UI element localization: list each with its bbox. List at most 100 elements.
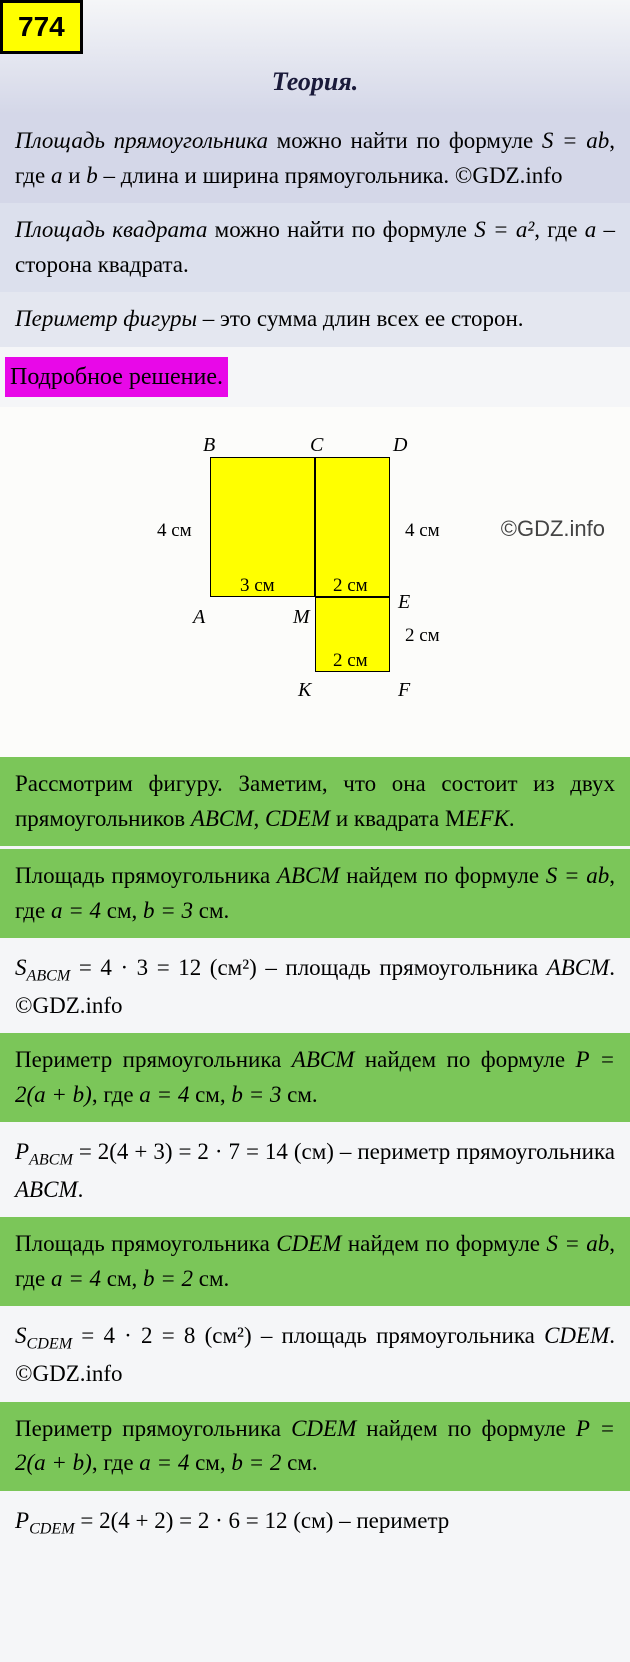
text: см, (101, 1266, 143, 1291)
math: S = ab (546, 863, 609, 888)
math: a = 4 (51, 1266, 101, 1291)
text: . (78, 1177, 84, 1202)
math: CDEM (544, 1323, 609, 1348)
math: b = 3 (231, 1082, 281, 1107)
math: a = 4 (51, 898, 101, 923)
text: см, (189, 1082, 231, 1107)
math: S (15, 955, 27, 980)
text: , где (92, 1082, 139, 1107)
solution-label-wrapper: Подробное решение. (0, 347, 630, 407)
dim-2cm-b: 2 см (405, 622, 440, 651)
math: P (15, 1508, 29, 1533)
text: = 4 · 3 = 12 (см²) – площадь прямоугольн… (70, 955, 546, 980)
term: Периметр фигуры (15, 306, 197, 331)
solution-block-7: SCDEM = 4 · 2 = 8 (см²) – площадь прямоу… (0, 1309, 630, 1401)
dim-4cm-right: 4 см (405, 517, 440, 546)
label-f: F (398, 675, 410, 705)
text: = 4 · 2 = 8 (см²) – площадь прямоугольни… (72, 1323, 544, 1348)
solution-block-2: Площадь прямоугольника ABCM найдем по фо… (0, 849, 630, 938)
theory-paragraph-2: Площадь квадрата можно найти по формуле … (0, 203, 630, 292)
subscript: CDEM (29, 1520, 75, 1537)
text: и (62, 163, 86, 188)
solution-block-9: PCDEM = 2(4 + 2) = 2 · 6 = 12 (см) – пер… (0, 1494, 630, 1552)
label-c: C (310, 430, 323, 460)
dim-2cm-c: 2 см (333, 647, 368, 676)
text: см. (193, 898, 229, 923)
text: можно найти по формуле (268, 128, 542, 153)
solution-label: Подробное решение. (5, 357, 228, 397)
formula: S = ab (542, 128, 609, 153)
solution-block-8: Периметр прямоугольника CDEM найдем по ф… (0, 1402, 630, 1491)
text: см, (189, 1450, 231, 1475)
label-k: K (298, 675, 311, 705)
text: – длина и ширина прямоугольника. ©GDZ.in… (98, 163, 563, 188)
math: ABCM (547, 955, 610, 980)
solution-block-6: Площадь прямоугольника CDEM найдем по фо… (0, 1217, 630, 1306)
math: ABCM (292, 1047, 355, 1072)
subscript: ABCM (27, 968, 71, 985)
label-b: B (203, 430, 215, 460)
math: CDEM (276, 1231, 341, 1256)
text: Площадь прямоугольника (15, 1231, 276, 1256)
math: ABCM (277, 863, 340, 888)
problem-number: 774 (0, 0, 83, 54)
text: найдем по формуле (341, 1231, 546, 1256)
math: EFK (465, 806, 508, 831)
solution-block-3: SABCM = 4 · 3 = 12 (см²) – площадь прямо… (0, 941, 630, 1033)
text: и квадрата М (330, 806, 465, 831)
term: Площадь прямоугольника (15, 128, 268, 153)
formula: S = a² (474, 217, 534, 242)
text: можно найти по формуле (207, 217, 474, 242)
text: Площадь прямоугольника (15, 863, 277, 888)
math: a = 4 (139, 1082, 189, 1107)
solution-block-4: Периметр прямоугольника ABCM найдем по ф… (0, 1033, 630, 1122)
text: , где (534, 217, 585, 242)
text: см, (101, 898, 143, 923)
math: b = 2 (231, 1450, 281, 1475)
text: найдем по формуле (354, 1047, 575, 1072)
text: см. (281, 1450, 317, 1475)
diagram-container: B C D A M E K F 4 см 4 см 3 см 2 см 2 см… (0, 407, 630, 758)
solution-block-5: PABCM = 2(4 + 3) = 2 · 7 = 14 (см) – пер… (0, 1125, 630, 1217)
math: a = 4 (139, 1450, 189, 1475)
math: b = 2 (143, 1266, 193, 1291)
dim-2cm-a: 2 см (333, 572, 368, 601)
math: ABCM (15, 1177, 78, 1202)
theory-paragraph-3: Периметр фигуры – это сумма длин всех ее… (0, 292, 630, 347)
dim-3cm: 3 см (240, 572, 275, 601)
math: S (15, 1323, 27, 1348)
text: см. (193, 1266, 229, 1291)
math: ABCM (191, 806, 254, 831)
watermark: ©GDZ.info (501, 512, 605, 545)
text: Периметр прямоугольника (15, 1047, 292, 1072)
text: = 2(4 + 3) = 2 · 7 = 14 (см) – периметр … (73, 1139, 615, 1164)
text: . (509, 806, 515, 831)
var: a (585, 217, 597, 242)
math: S = ab (546, 1231, 609, 1256)
text: см. (281, 1082, 317, 1107)
label-d: D (393, 430, 407, 460)
text: , (253, 806, 265, 831)
math: P (15, 1139, 29, 1164)
text: Периметр прямоугольника (15, 1416, 291, 1441)
math: b = 3 (143, 898, 193, 923)
text: – это сумма длин всех ее сторон. (197, 306, 523, 331)
dim-4cm-left: 4 см (157, 517, 192, 546)
theory-paragraph-1: Площадь прямоугольника можно найти по фо… (0, 114, 630, 203)
subscript: CDEM (27, 1336, 73, 1353)
term: Площадь квадрата (15, 217, 207, 242)
math: CDEM (265, 806, 330, 831)
theory-title: Теория. (0, 54, 630, 109)
label-a: A (193, 602, 205, 632)
text: найдем по формуле (356, 1416, 576, 1441)
subscript: ABCM (29, 1152, 73, 1169)
label-m: M (293, 602, 310, 632)
diagram: B C D A M E K F 4 см 4 см 3 см 2 см 2 см… (115, 427, 515, 727)
label-e: E (398, 587, 410, 617)
text: найдем по формуле (340, 863, 546, 888)
var: b (86, 163, 98, 188)
text: , где (92, 1450, 139, 1475)
solution-block-1: Рассмотрим фигуру. Заметим, что она сост… (0, 757, 630, 846)
text: = 2(4 + 2) = 2 · 6 = 12 (см) – периметр (75, 1508, 450, 1533)
math: CDEM (291, 1416, 356, 1441)
